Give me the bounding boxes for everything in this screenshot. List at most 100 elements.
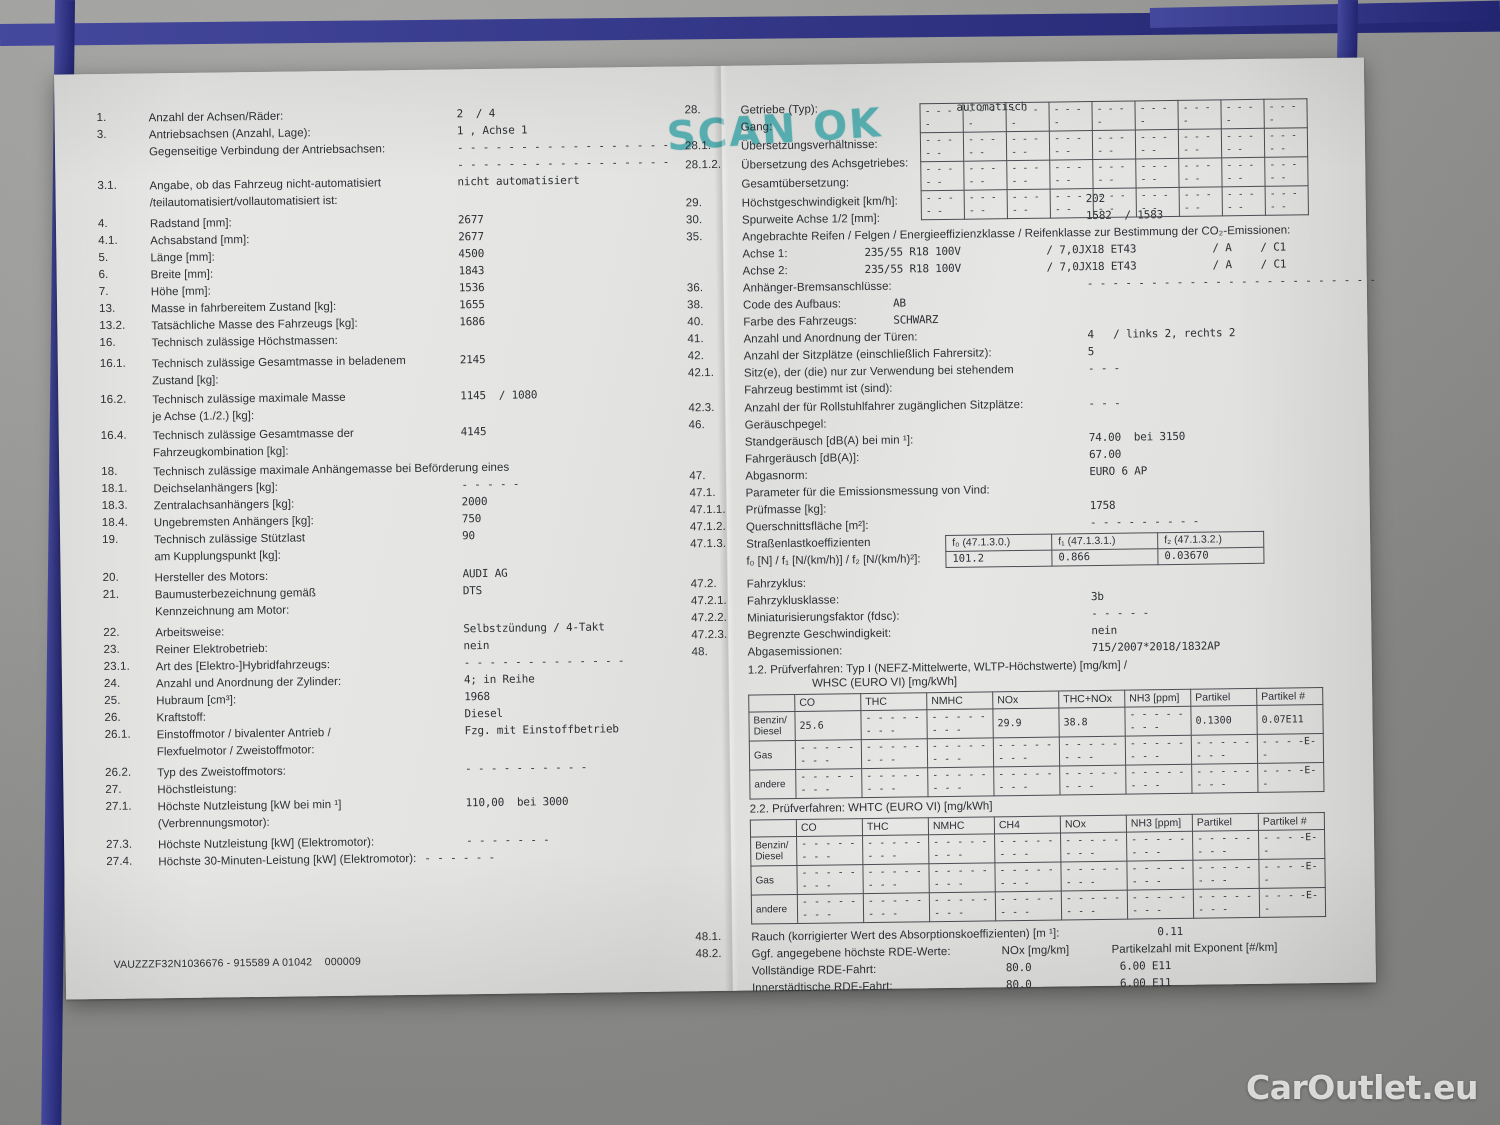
emission-row-label: andere bbox=[749, 769, 797, 800]
row-label: Anzahl der für Rollstuhlfahrer zugänglic… bbox=[744, 398, 1024, 415]
row-value: nicht automatisiert bbox=[457, 173, 580, 189]
rde-label: Ggf. angegebene höchste RDE-Werte: bbox=[751, 945, 951, 961]
row-value: 1686 bbox=[459, 314, 486, 329]
rde-nox-value: 80.0 bbox=[1005, 960, 1032, 975]
row-label-cont: Zustand [kg]: bbox=[151, 374, 219, 388]
row-label: Reiner Elektrobetrieb: bbox=[155, 642, 268, 657]
row-number: 47.1. bbox=[689, 486, 716, 500]
roadload-header-cell: f₁ (47.1.3.1.) bbox=[1051, 532, 1158, 551]
row-number: 20. bbox=[102, 571, 119, 585]
tyre-size: 235/55 R18 100V bbox=[864, 261, 962, 277]
row-label: Tatsächliche Masse des Fahrzeugs [kg]: bbox=[151, 317, 358, 333]
row-label: Masse in fahrbereitem Zustand [kg]: bbox=[151, 300, 337, 316]
gear-table-cell: - - - - - bbox=[1006, 160, 1051, 190]
emission-cell: - - - -E- - bbox=[1257, 762, 1324, 793]
emission-table: CO THC NMHC NOx THC+NOx NH3 [ppm] Partikel Part… bbox=[748, 687, 1324, 800]
gear-table-cell: - - - - - bbox=[1136, 187, 1180, 217]
emission-cell: - - - - - - - - bbox=[926, 708, 994, 739]
row-label: Antriebsachsen (Anzahl, Lage): bbox=[148, 127, 311, 142]
emission-cell: - - - - - - - - bbox=[795, 768, 863, 799]
row-label-cont: Fahrzeug bestimmt ist (sind): bbox=[744, 382, 893, 397]
row-label: Übersetzungsverhältnisse: bbox=[740, 138, 878, 153]
row-value: 74.00 bei 3150 bbox=[1088, 429, 1186, 445]
roadload-value-cell: 101.2 bbox=[945, 550, 1053, 568]
gear-table-cell: - - - - - bbox=[1135, 158, 1180, 188]
emission-cell: - - - - - - - - bbox=[993, 737, 1060, 767]
row-value: - - - - - bbox=[461, 477, 520, 492]
gear-table-row: - - - - -- - - - -- - - - -- - - - -- - … bbox=[921, 185, 1309, 220]
row-value: AUDI AG bbox=[462, 566, 508, 581]
rde-row-label: Vollständige RDE-Fahrt: bbox=[751, 963, 877, 978]
rde-nox-value: 80.0 bbox=[1005, 977, 1032, 992]
emission-cell: - - - - - - - - bbox=[1060, 832, 1127, 863]
emission-header-cell: NMHC bbox=[928, 816, 995, 835]
left-column: 1. Anzahl der Achsen/Räder: 2 / 4 3. Antrieb… bbox=[96, 104, 686, 873]
row-label: Code des Aufbaus: bbox=[743, 298, 842, 312]
row-value: 1655 bbox=[458, 297, 485, 312]
row-value: 1536 bbox=[458, 280, 485, 295]
emission-data-row: andere - - - - - - - -- - - - - - - -- - … bbox=[751, 887, 1326, 925]
row-value: 2677 bbox=[458, 230, 484, 244]
gear-table-cell: - - - - - bbox=[1135, 129, 1179, 159]
row-value: - - - - - - - - - - - - - - - - - bbox=[457, 155, 670, 172]
row-label: Anzahl der Achsen/Räder: bbox=[148, 110, 284, 125]
emission-cell: - - - - - - - - bbox=[796, 864, 864, 895]
gear-table-cell: - - - - - bbox=[1178, 157, 1223, 188]
row-number: 18.4. bbox=[101, 516, 129, 530]
gear-table-cell: - - - - - bbox=[1007, 189, 1051, 219]
roadload-header-cell: f₂ (47.1.3.2.) bbox=[1157, 531, 1264, 549]
gear-table-cell: - - - - - bbox=[963, 160, 1008, 191]
gear-table-cell: - - - - - bbox=[920, 161, 965, 191]
emission-cell: - - - - - - - - bbox=[863, 892, 930, 923]
row-label: Geräuschpegel: bbox=[744, 418, 827, 432]
row-number: 26. bbox=[104, 711, 121, 725]
roadload-block: 47.1.3. Straßenlastkoeffizienten f₀ [N] / … bbox=[690, 530, 1345, 579]
row-label: Getriebe (Typ): bbox=[740, 103, 819, 117]
row-label: Technisch zulässige Gesamtmasse der bbox=[152, 427, 354, 443]
row-label: Höchstleistung: bbox=[157, 783, 237, 797]
row-label: Höchste Nutzleistung [kW] (Elektromotor)… bbox=[158, 836, 375, 852]
row-label: Farbe des Fahrzeugs: bbox=[743, 315, 857, 329]
row-number: 26.1. bbox=[104, 728, 131, 742]
gear-table-cell: - - - - - bbox=[1050, 188, 1094, 219]
row-number: 28.1.2. bbox=[685, 158, 722, 172]
emission-header-cell: Partikel bbox=[1190, 688, 1257, 707]
emission-header-cell: Partikel # bbox=[1256, 687, 1323, 706]
row-value: 90 bbox=[461, 529, 476, 543]
gear-table-cell: - - - - - bbox=[1006, 131, 1050, 161]
emission-header-cell: Partikel bbox=[1192, 813, 1259, 832]
gear-table-cell: - - - - bbox=[1091, 100, 1136, 131]
emission-cell: - - - - - - - - bbox=[994, 833, 1061, 863]
emission-cell: - - - - - - - - bbox=[1059, 765, 1127, 796]
row-value: 4 / links 2, rechts 2 bbox=[1087, 326, 1236, 342]
emission-cell: - - - - - - - - bbox=[1193, 888, 1260, 919]
emission-header-cell: THC+NOx bbox=[1058, 690, 1125, 709]
row-number: 13. bbox=[98, 302, 116, 316]
row-number: 4. bbox=[97, 217, 108, 231]
row-label: Achsabstand [mm]: bbox=[150, 234, 250, 248]
datasheet-row: 16.4. Technisch zulässige Gesamtmasse der… bbox=[101, 422, 681, 462]
row-label: Hubraum [cm³]: bbox=[156, 694, 237, 708]
gear-table-cell: - - - - - bbox=[1221, 128, 1265, 158]
row-value: DTS bbox=[462, 584, 483, 598]
row-number: 26.2. bbox=[105, 766, 132, 780]
row-value: - - - - - - - - - - - - - - - - - bbox=[456, 138, 670, 155]
row-value: 3b bbox=[1090, 589, 1104, 604]
row-value: 2145 bbox=[459, 352, 486, 367]
row-label: Technisch zulässige Höchstmassen: bbox=[151, 334, 338, 350]
row-value: 2000 bbox=[461, 494, 488, 509]
row-label-cont: Kennzeichnung am Motor: bbox=[154, 604, 290, 619]
row-label: Typ des Zweistoffmotors: bbox=[157, 765, 287, 780]
emission-cell: - - - - - - - - bbox=[861, 738, 928, 769]
emission-row-label: Gas bbox=[749, 740, 796, 771]
gear-ratio-table: - - - -- - - -- - - -- - - -- - - -- - -… bbox=[919, 98, 1309, 220]
emission-cell: 25.6 bbox=[794, 710, 862, 741]
row-number: 18.1. bbox=[101, 482, 128, 496]
row-value: AB bbox=[892, 296, 907, 310]
emission-cell: - - - -E- - bbox=[1258, 829, 1325, 860]
row-number bbox=[685, 121, 741, 122]
row-number: 16. bbox=[99, 336, 116, 350]
gear-table-cell: - - - - - bbox=[921, 190, 965, 220]
row-label: Art des [Elektro-]Hybridfahrzeugs: bbox=[155, 659, 331, 674]
row-value: 67.00 bbox=[1088, 447, 1122, 462]
